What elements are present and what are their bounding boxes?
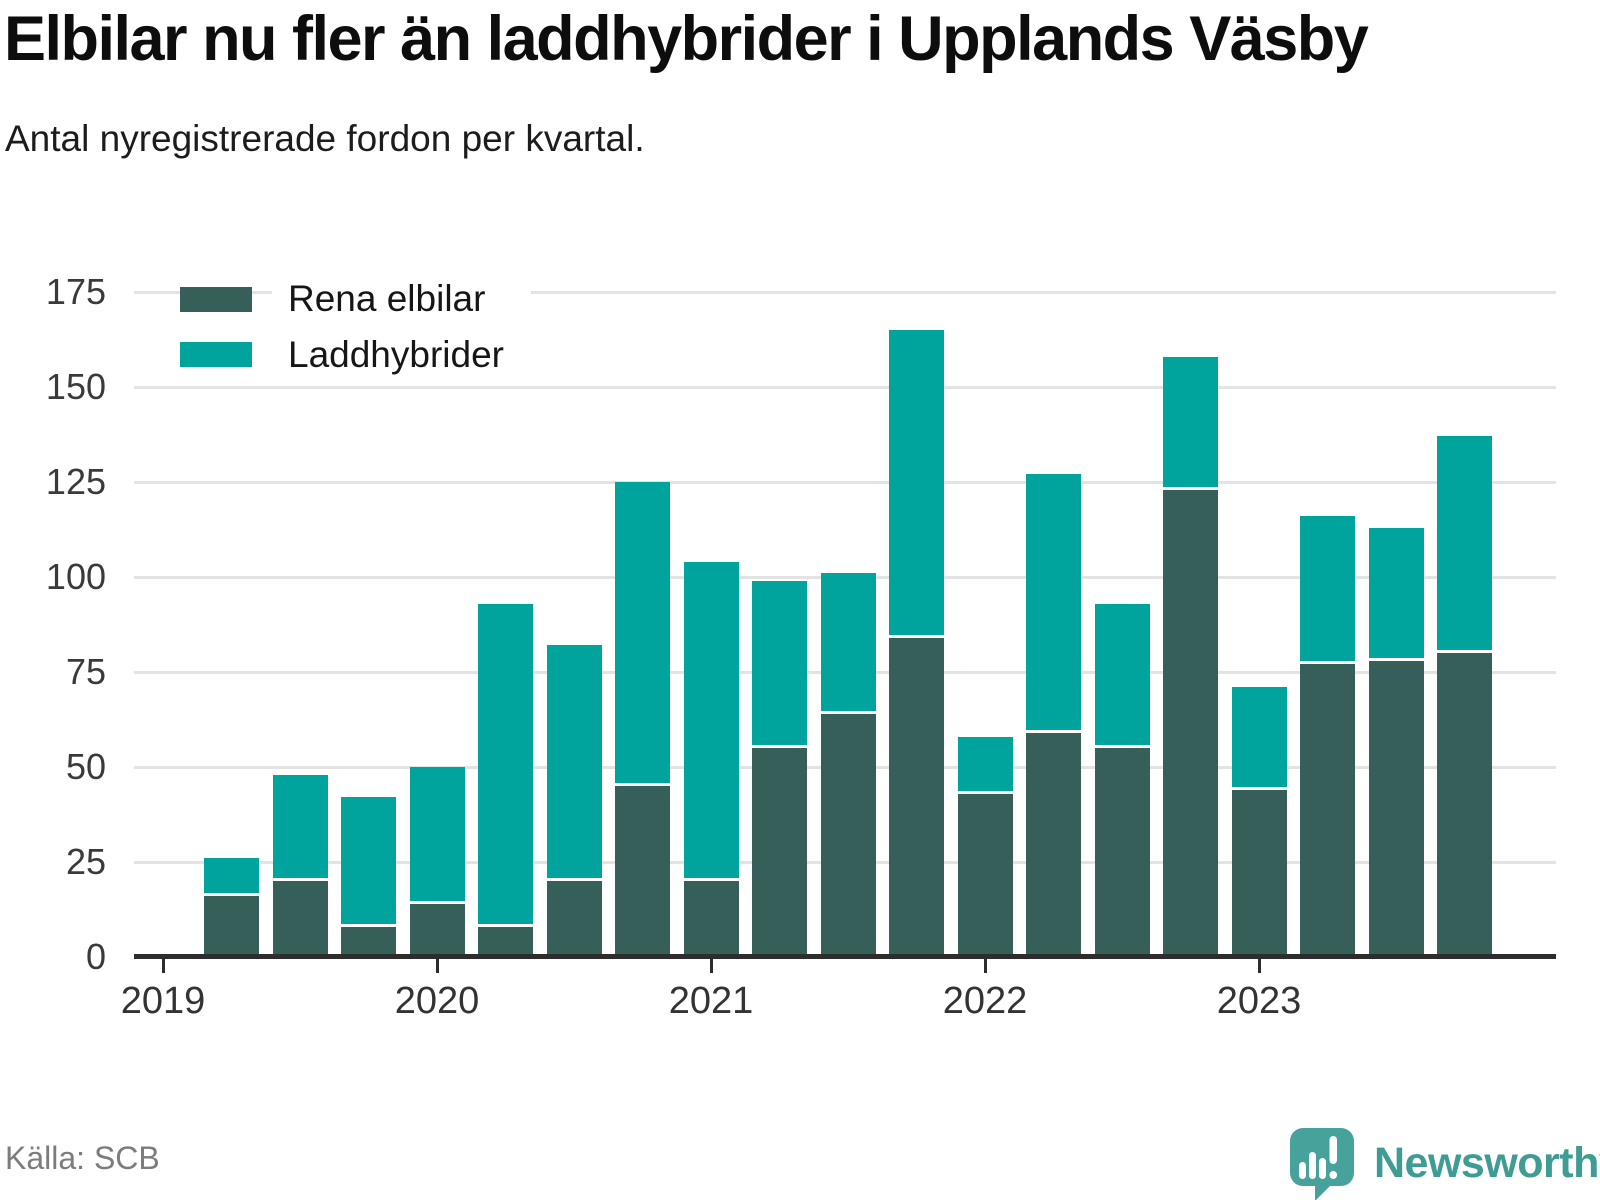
gridline-150	[134, 385, 1556, 389]
bar-2020-Q1-rena-elbilar	[409, 903, 465, 957]
bar-2021-Q4-rena-elbilar	[889, 637, 944, 957]
bar-2020-Q2-laddhybrider	[478, 603, 533, 924]
source-note: Källa: SCB	[5, 1140, 160, 1176]
chart-subtitle: Antal nyregistrerade fordon per kvartal.	[5, 118, 645, 159]
bar-2020-Q3-rena-elbilar	[546, 881, 602, 957]
bar-2019-Q3-laddhybrider	[272, 774, 328, 878]
bar-2023-Q4-laddhybrider	[1437, 436, 1492, 650]
x-tick-label-2021: 2021	[668, 980, 754, 1022]
bar-2019-Q2-laddhybrider	[204, 858, 259, 894]
bar-2023-Q1-rena-elbilar	[1231, 789, 1287, 957]
y-tick-label-25: 25	[65, 841, 106, 882]
bar-2021-Q4-laddhybrider	[889, 330, 944, 635]
bar-2021-Q1-laddhybrider	[683, 561, 739, 878]
bar-2020-Q4-laddhybrider	[615, 482, 670, 783]
bar-2023-Q4-rena-elbilar	[1437, 653, 1492, 957]
bar-2020-Q3-laddhybrider	[546, 645, 602, 878]
bar-2023-Q3-laddhybrider	[1368, 527, 1424, 658]
legend-item-rena-elbilar: Rena elbilar	[180, 276, 550, 323]
legend-swatch-laddhybrider	[180, 342, 252, 368]
newsworthy-logo: Newsworthy	[1284, 1124, 1600, 1200]
legend-label-rena-elbilar: Rena elbilar	[272, 276, 532, 323]
x-tick-label-2022: 2022	[942, 980, 1028, 1022]
y-tick-label-175: 175	[45, 271, 106, 312]
bar-2023-Q1-laddhybrider	[1231, 687, 1287, 787]
gridline-125	[134, 480, 1556, 484]
x-tick-2023	[1257, 959, 1261, 973]
bar-2020-Q1-laddhybrider	[409, 767, 465, 901]
bar-2021-Q2-rena-elbilar	[752, 748, 807, 957]
y-tick-label-150: 150	[45, 366, 106, 407]
bar-2019-Q4-rena-elbilar	[341, 926, 396, 957]
newsworthy-wordmark: Newsworthy	[1374, 1138, 1600, 1187]
bar-2022-Q1-rena-elbilar	[957, 793, 1013, 957]
y-tick-label-100: 100	[45, 556, 106, 597]
bar-2020-Q4-rena-elbilar	[615, 786, 670, 957]
newsworthy-icon	[1290, 1128, 1354, 1200]
gridline-175	[134, 290, 1556, 294]
bar-2022-Q4-laddhybrider	[1163, 356, 1218, 487]
bar-chart-plot-area: 0 25 50 75 100 125 150 175 2019 2020 2021 2022 2023	[45, 271, 1556, 1022]
x-tick-2022	[983, 959, 987, 973]
bar-2022-Q4-rena-elbilar	[1163, 489, 1218, 957]
bar-2021-Q3-laddhybrider	[820, 573, 876, 711]
bar-2022-Q3-rena-elbilar	[1094, 748, 1150, 957]
y-tick-label-75: 75	[65, 651, 106, 692]
x-tick-2021	[709, 959, 713, 973]
legend-label-laddhybrider: Laddhybrider	[272, 331, 550, 379]
legend: Rena elbilar Laddhybrider	[180, 276, 550, 379]
bar-2020-Q2-rena-elbilar	[478, 926, 533, 957]
bar-2019-Q4-laddhybrider	[341, 797, 396, 924]
legend-swatch-rena-elbilar	[180, 286, 252, 312]
bar-2019-Q3-rena-elbilar	[272, 881, 328, 957]
y-tick-label-125: 125	[45, 461, 106, 502]
bar-2021-Q1-rena-elbilar	[683, 881, 739, 957]
x-axis-line	[134, 954, 1556, 959]
bar-2021-Q2-laddhybrider	[752, 580, 807, 745]
x-tick-label-2019: 2019	[120, 980, 206, 1022]
x-tick-2019	[161, 959, 165, 973]
bar-2023-Q2-laddhybrider	[1300, 516, 1355, 662]
bar-2022-Q2-rena-elbilar	[1026, 732, 1081, 957]
bar-2022-Q3-laddhybrider	[1094, 603, 1150, 745]
bar-2021-Q3-rena-elbilar	[820, 713, 876, 957]
bar-2022-Q2-laddhybrider	[1026, 474, 1081, 730]
y-tick-label-50: 50	[65, 746, 106, 787]
bar-2023-Q2-rena-elbilar	[1300, 664, 1355, 957]
y-tick-label-0: 0	[85, 936, 106, 977]
chart-title: Elbilar nu fler än laddhybrider i Upplan…	[4, 4, 1369, 74]
bar-2023-Q3-rena-elbilar	[1368, 660, 1424, 957]
x-tick-2020	[435, 959, 439, 973]
bar-2019-Q2-rena-elbilar	[204, 896, 259, 957]
bar-2022-Q1-laddhybrider	[957, 736, 1013, 791]
x-tick-label-2023: 2023	[1216, 980, 1302, 1022]
legend-item-laddhybrider: Laddhybrider	[180, 331, 550, 379]
x-tick-label-2020: 2020	[394, 980, 480, 1022]
